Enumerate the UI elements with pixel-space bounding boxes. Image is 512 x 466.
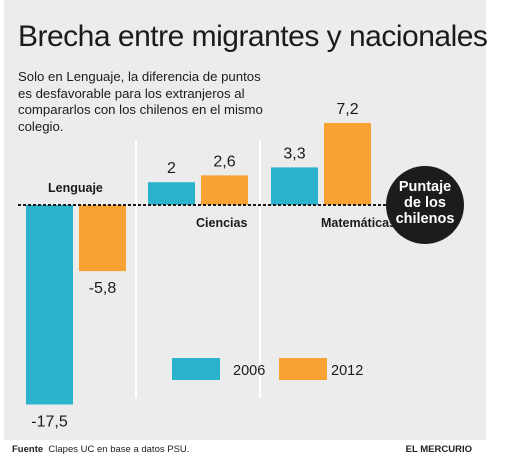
footer-source-text: Clapes UC en base a datos PSU. [48, 444, 190, 455]
bar-2006-ciencias [148, 182, 195, 205]
data-label: 2 [167, 160, 176, 177]
bar-2012-ciencias [201, 175, 248, 205]
category-label: Ciencias [196, 216, 247, 230]
footer-source: Fuente Clapes UC en base a datos PSU. [12, 444, 189, 455]
chart-subtitle: Solo en Lenguaje, la diferencia de punto… [18, 69, 263, 134]
bar-2012-matemáticas [324, 122, 371, 205]
footer-source-label: Fuente [12, 444, 44, 455]
data-label: -17,5 [31, 414, 68, 431]
data-label: 3,3 [283, 145, 305, 162]
reference-badge [386, 166, 464, 244]
legend-label: 2012 [331, 363, 363, 379]
reference-label-line: chilenos [396, 211, 455, 227]
category-label: Lenguaje [48, 181, 103, 195]
data-label: 7,2 [336, 101, 358, 118]
legend-swatch-2012 [279, 358, 327, 380]
bar-2012-lenguaje [79, 205, 126, 272]
bar-2006-lenguaje [26, 205, 73, 405]
footer-brand: EL MERCURIO [405, 444, 472, 455]
reference-label-line: Puntaje [399, 179, 451, 195]
chart-title: Brecha entre migrantes y nacionales [18, 20, 488, 53]
data-label: 2,6 [213, 153, 235, 170]
legend-label: 2006 [233, 363, 265, 379]
legend-swatch-2006 [172, 358, 220, 380]
reference-label-line: de los [404, 195, 446, 211]
category-label: Matemáticas [321, 216, 396, 230]
data-label: -5,8 [89, 280, 117, 297]
bar-2006-matemáticas [271, 167, 318, 205]
